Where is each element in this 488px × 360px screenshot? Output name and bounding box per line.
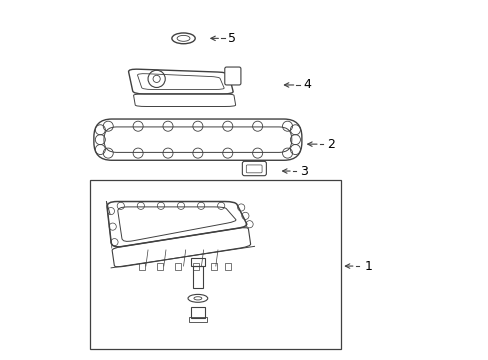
Bar (211, 263, 217, 270)
Bar (225, 263, 231, 270)
Text: 3: 3 (300, 165, 307, 177)
Text: 1: 1 (364, 260, 372, 273)
Bar (175, 263, 181, 270)
Bar (193, 263, 199, 270)
Text: 5: 5 (228, 32, 236, 45)
Bar (190, 258, 204, 266)
Bar (190, 307, 204, 318)
Text: 2: 2 (326, 138, 334, 150)
Bar (192, 266, 203, 288)
FancyBboxPatch shape (224, 67, 241, 85)
Bar (157, 263, 163, 270)
Bar (188, 318, 206, 321)
Bar (139, 263, 145, 270)
Bar (90, 180, 341, 348)
Text: 4: 4 (303, 78, 311, 91)
